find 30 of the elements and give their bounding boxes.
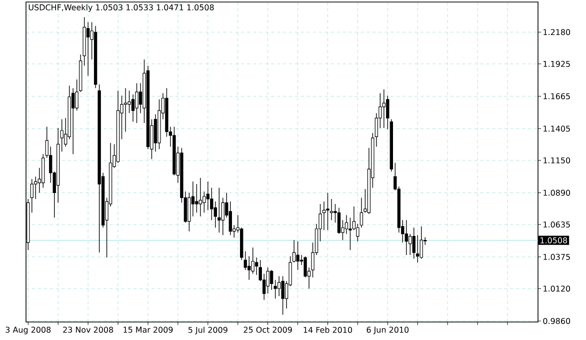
candlestick [326, 192, 330, 230]
candlestick [34, 176, 38, 200]
candlestick [206, 181, 210, 211]
candlestick [214, 201, 217, 228]
candlestick [412, 227, 416, 260]
candlestick [416, 234, 420, 263]
candlestick [404, 220, 408, 256]
candlestick [344, 214, 348, 234]
candlestick [337, 207, 341, 234]
candlestick [131, 94, 135, 122]
candlestick [154, 114, 158, 152]
candlestick [218, 187, 221, 233]
candlestick [322, 201, 326, 230]
candlestick [248, 256, 251, 280]
candlestick [86, 22, 90, 76]
candlestick [277, 276, 281, 296]
candlestick [195, 184, 198, 214]
candlestick [135, 82, 138, 124]
candlestick [420, 226, 423, 260]
candlestick [281, 276, 284, 316]
candlestick [382, 89, 386, 128]
candlestick [408, 233, 412, 256]
candlestick [296, 240, 300, 270]
candlestick [330, 198, 334, 220]
candlestick [270, 270, 274, 290]
candlestick [72, 88, 75, 154]
candlestick [360, 197, 364, 228]
candlestick [221, 197, 224, 236]
candlestick [198, 177, 202, 217]
candlestick [228, 201, 232, 236]
